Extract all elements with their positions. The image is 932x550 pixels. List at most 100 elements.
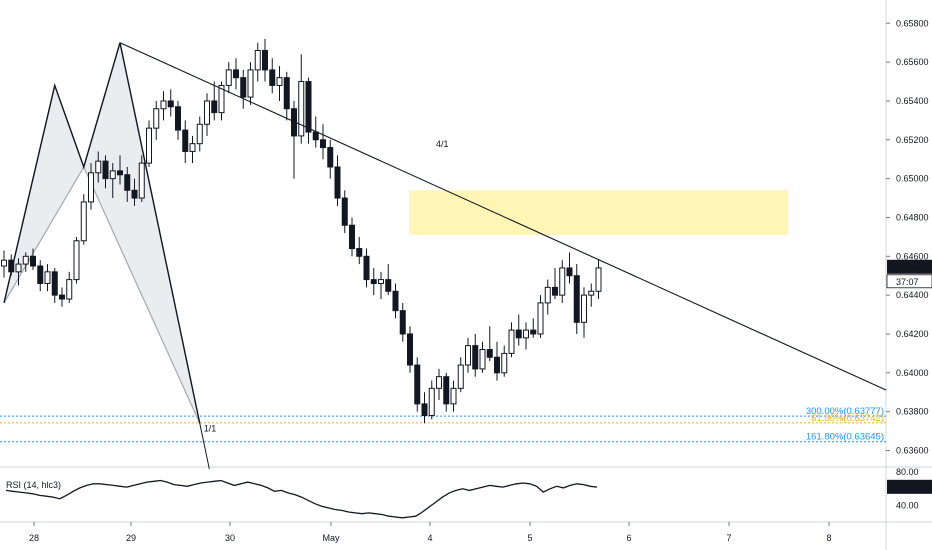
candle[interactable]: [225, 62, 232, 94]
candle[interactable]: [508, 322, 515, 358]
candle[interactable]: [392, 283, 399, 319]
candle[interactable]: [494, 341, 500, 381]
candle[interactable]: [472, 333, 479, 377]
candle[interactable]: [588, 283, 595, 307]
candle[interactable]: [269, 58, 276, 94]
candle[interactable]: [283, 71, 290, 121]
candle[interactable]: [327, 139, 334, 179]
candle[interactable]: [262, 38, 268, 82]
candle[interactable]: [515, 314, 522, 346]
candle[interactable]: [414, 357, 421, 412]
candle[interactable]: [407, 326, 413, 373]
candle[interactable]: [233, 58, 239, 90]
candle[interactable]: [88, 163, 94, 210]
candle[interactable]: [138, 155, 145, 202]
candle[interactable]: [363, 248, 370, 288]
candle[interactable]: [160, 91, 167, 121]
candle[interactable]: [59, 287, 65, 307]
candle[interactable]: [182, 120, 189, 164]
rsi-line[interactable]: [5, 479, 598, 519]
candle[interactable]: [341, 190, 348, 233]
candle[interactable]: [305, 77, 312, 144]
candle[interactable]: [552, 267, 558, 300]
candle[interactable]: [44, 264, 51, 292]
fib-level-label: 300.00%(0.63777): [806, 406, 884, 417]
candle[interactable]: [95, 151, 102, 183]
candle-body: [240, 77, 247, 98]
candle[interactable]: [30, 248, 36, 270]
candle[interactable]: [240, 69, 247, 109]
candle[interactable]: [523, 322, 529, 350]
candle[interactable]: [175, 100, 181, 140]
candle-body: [51, 271, 58, 296]
candle[interactable]: [544, 279, 551, 315]
candle[interactable]: [51, 267, 58, 303]
candle[interactable]: [146, 120, 152, 167]
candle[interactable]: [566, 252, 573, 284]
candle[interactable]: [457, 357, 464, 393]
candle-body: [501, 352, 508, 374]
candle[interactable]: [559, 260, 566, 303]
candle[interactable]: [399, 302, 406, 342]
candle[interactable]: [428, 380, 435, 420]
candle-body: [457, 364, 464, 389]
candle[interactable]: [595, 260, 602, 300]
pattern-legs[interactable]: [3, 42, 201, 424]
candle[interactable]: [443, 372, 450, 412]
candle[interactable]: [370, 267, 377, 296]
candle[interactable]: [102, 155, 109, 189]
candle[interactable]: [153, 100, 160, 140]
last-price-value: 0.64546: [891, 262, 924, 272]
candle[interactable]: [320, 124, 326, 160]
candle[interactable]: [196, 116, 203, 152]
pattern-extension-line[interactable]: [199, 423, 210, 470]
candle[interactable]: [298, 54, 305, 144]
candle[interactable]: [66, 271, 73, 303]
candle-body: [595, 267, 602, 292]
candle[interactable]: [73, 236, 80, 284]
candle[interactable]: [204, 93, 210, 136]
candle[interactable]: [15, 258, 22, 286]
time-tick-label: 7: [726, 533, 731, 543]
candle[interactable]: [218, 81, 225, 121]
candle[interactable]: [450, 380, 457, 412]
candle-body: [15, 263, 22, 273]
candle[interactable]: [211, 81, 218, 121]
candle[interactable]: [334, 155, 341, 206]
candle[interactable]: [8, 254, 15, 276]
candle[interactable]: [581, 287, 587, 338]
candle[interactable]: [465, 337, 471, 373]
candle[interactable]: [436, 368, 442, 400]
candle[interactable]: [385, 264, 392, 296]
candle[interactable]: [22, 252, 29, 272]
candle[interactable]: [131, 178, 138, 206]
candle[interactable]: [479, 341, 486, 373]
last-price-badge: [887, 259, 932, 274]
candle[interactable]: [486, 326, 493, 362]
candle[interactable]: [80, 194, 87, 245]
candle[interactable]: [117, 155, 123, 185]
candle[interactable]: [378, 271, 384, 300]
candle-body: [88, 172, 94, 203]
trendline[interactable]: [119, 42, 887, 391]
candle[interactable]: [124, 166, 131, 202]
candle[interactable]: [501, 345, 508, 377]
candle[interactable]: [189, 135, 196, 164]
candle[interactable]: [247, 62, 254, 105]
candle[interactable]: [276, 66, 283, 101]
price-tick-label: 0.64600: [896, 251, 929, 261]
candle[interactable]: [573, 264, 580, 334]
candle[interactable]: [349, 217, 355, 257]
rsi-pane[interactable]: [0, 468, 886, 522]
candle[interactable]: [167, 89, 174, 117]
candle[interactable]: [421, 392, 428, 424]
candle[interactable]: [1, 250, 7, 278]
candle[interactable]: [356, 236, 363, 265]
candle[interactable]: [254, 42, 261, 82]
candle[interactable]: [537, 295, 544, 338]
candle[interactable]: [109, 163, 116, 199]
candle[interactable]: [37, 260, 44, 292]
supply-zone[interactable]: [409, 190, 788, 235]
candle[interactable]: [530, 318, 537, 338]
